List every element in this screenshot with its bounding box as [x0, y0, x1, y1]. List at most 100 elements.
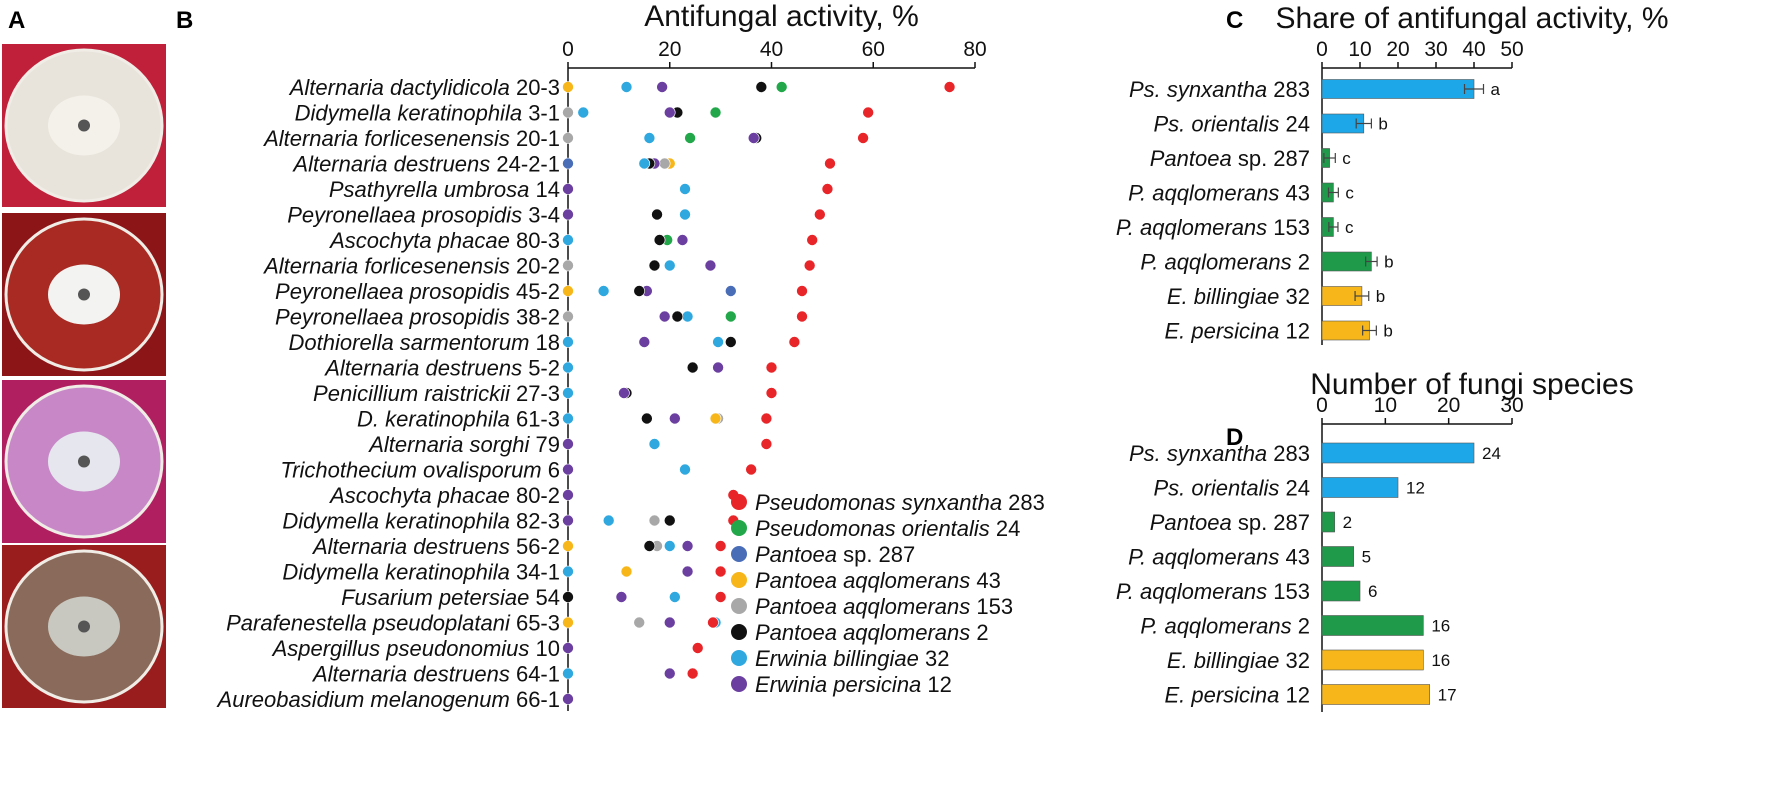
chart-b-point-19-Ep12-1 [681, 565, 694, 578]
chart-b-point-6-Pa2-3 [653, 234, 666, 246]
chart-d-category-label-4-plain: 153 [1267, 579, 1310, 604]
chart-b-category-label-19: Didymella keratinophila 34-1 [282, 560, 560, 585]
chart-b-point-8-Pa2-3 [633, 285, 646, 297]
chart-b-category-label-5-plain: 3-4 [522, 203, 560, 228]
chart-b-point-7-Pa2-3 [648, 259, 661, 272]
chart-b-category-label-4: Psathyrella umbrosa 14 [329, 177, 560, 202]
chart-b-point-19-Ps283-0 [714, 565, 727, 578]
chart-b-point-22-Ps283-0 [691, 642, 704, 654]
chart-c-bar-label-2: c [1342, 149, 1351, 168]
chart-b-point-23-Ep12-1 [663, 667, 676, 680]
chart-b-point-21-Ps283-1 [707, 616, 719, 629]
chart-b-category-label-23-plain: 64-1 [510, 662, 560, 687]
chart-b-point-9-Pa153-5 [562, 310, 574, 323]
chart-b-category-label-0-plain: 20-3 [510, 75, 560, 100]
panel-letter-d: D [1226, 424, 1243, 451]
chart-b-category-label-18: Alternaria destruens 56-2 [311, 534, 560, 559]
chart-b-tick-label-80: 80 [963, 38, 986, 61]
chart-b-category-label-24: Aureobasidium melanogenum 66-1 [216, 687, 560, 712]
chart-d-category-label-1-italic: Ps. orientalis [1153, 476, 1279, 501]
chart-b-legend-marker-Pan287 [731, 546, 747, 562]
chart-b-category-label-18-italic: Alternaria destruens [311, 534, 510, 559]
chart-d-bar-label-5: 16 [1431, 617, 1450, 636]
chart-b-point-19-Pa43-2 [620, 565, 633, 578]
chart-b-point-11-Ps283-0 [765, 361, 778, 374]
chart-b-legend-marker-Pa43 [731, 572, 747, 588]
chart-d-category-label-2: Pantoea sp. 287 [1150, 510, 1310, 535]
chart-b-point-17-Pa153-2 [648, 514, 661, 527]
chart-b-category-label-0-italic: Alternaria dactylidicola [288, 75, 510, 100]
chart-d-category-label-3-plain: 43 [1279, 545, 1310, 570]
chart-b-point-24-Ep12-0 [562, 693, 574, 705]
chart-b-point-23-Ps283-0 [686, 667, 699, 680]
chart-b-legend-label-Pa2: Pantoea aqqlomerans 2 [755, 620, 989, 645]
chart-b-tick-label-20: 20 [658, 38, 681, 61]
chart-b-category-label-23: Alternaria destruens 64-1 [311, 662, 560, 687]
chart-b-point-0-Ps24-1 [775, 81, 788, 93]
chart-b-category-label-9-plain: 38-2 [510, 305, 560, 330]
chart-b-point-21-Pa153-3 [633, 616, 646, 629]
chart-b-point-15-Ps283-0 [745, 463, 757, 476]
chart-b-point-6-Eb32-4 [562, 234, 574, 246]
chart-b-point-3-Pa153-2 [658, 157, 671, 170]
chart-b-point-13-Eb32-5 [562, 412, 574, 425]
chart-b-category-label-2-italic: Alternaria forlicesenensis [262, 126, 510, 151]
chart-c-category-label-1: Ps. orientalis 24 [1153, 112, 1310, 137]
chart-b-category-label-23-italic: Alternaria destruens [311, 662, 510, 687]
chart-d-category-label-6: E. billingiae 32 [1167, 648, 1310, 673]
chart-b-antifungal-activity: Antifungal activity, % 0 20 40 60 80 Alternari… [216, 0, 1045, 712]
chart-b-point-23-Eb32-2 [562, 667, 574, 680]
chart-d-category-label-7: E. persicina 12 [1164, 683, 1310, 708]
chart-b-legend-label-Pa43: Pantoea aqqlomerans 43 [755, 568, 1001, 593]
chart-b-category-label-8: Peyronellaea prosopidis 45-2 [275, 279, 560, 304]
chart-b-category-label-3-plain: 24-2-1 [490, 152, 560, 177]
chart-b-category-label-21: Parafenestella pseudoplatani 65-3 [226, 611, 560, 636]
chart-b-point-20-Pa2-3 [562, 591, 574, 603]
chart-d-bar-6 [1321, 649, 1424, 671]
chart-b-legend-label-Eb32-plain: 32 [919, 646, 950, 671]
chart-b-category-label-24-plain: 66-1 [510, 687, 560, 712]
chart-b-point-11-Pa2-2 [686, 361, 699, 374]
chart-b-point-8-Ps283-0 [796, 285, 808, 297]
chart-d-bar-0 [1321, 442, 1475, 464]
chart-b-legend-label-Pa153: Pantoea aqqlomerans 153 [755, 594, 1013, 619]
chart-b-point-9-Ep12-4 [658, 310, 671, 323]
chart-b-category-label-24-italic: Aureobasidium melanogenum [216, 687, 510, 712]
chart-d-bar-label-7: 17 [1438, 686, 1457, 705]
chart-b-point-3-Eb32-5 [638, 157, 651, 170]
chart-d-bar-7 [1321, 684, 1430, 705]
chart-c-bar-label-7: b [1383, 322, 1392, 341]
chart-b-legend-marker-Ps24 [731, 520, 747, 536]
chart-b-point-17-Ep12-4 [562, 514, 574, 527]
chart-d-tick-label-10: 10 [1374, 394, 1397, 417]
chart-b-legend-label-Ps283-italic: Pseudomonas synxantha [755, 490, 1002, 515]
chart-b-legend-label-Ps283-plain: 283 [1002, 490, 1045, 515]
chart-b-legend-label-Ps24-italic: Pseudomonas orientalis [755, 516, 990, 541]
chart-b-legend-label-Pa2-plain: 2 [970, 620, 988, 645]
chart-d-category-label-6-plain: 32 [1279, 648, 1310, 673]
chart-c-bar-label-4: c [1345, 218, 1354, 237]
chart-b-point-13-Ps283-0 [760, 412, 773, 425]
chart-b-category-label-11: Alternaria destruens 5-2 [323, 356, 560, 381]
chart-b-point-4-Ps283-0 [821, 183, 834, 195]
chart-b-point-3-Pan287-6 [562, 157, 574, 170]
chart-b-point-17-Eb32-3 [602, 514, 615, 527]
chart-b-point-7-Eb32-2 [663, 259, 676, 272]
chart-b-point-18-Ps283-0 [714, 540, 727, 552]
chart-b-point-18-Pa2-4 [643, 540, 656, 552]
chart-b-legend-label-Pa153-italic: Pantoea aqqlomerans [755, 594, 970, 619]
chart-b-category-label-21-italic: Parafenestella pseudoplatani [226, 611, 511, 636]
chart-b-point-9-Ps283-0 [796, 310, 808, 323]
chart-b-legend-marker-Pa153 [731, 598, 747, 614]
chart-d-bar-label-6: 16 [1431, 651, 1450, 670]
chart-b-category-label-10: Dothiorella sarmentorum 18 [289, 330, 560, 355]
chart-c-category-label-5-plain: 2 [1292, 250, 1310, 275]
petri-dish-photo-2-center [78, 288, 90, 301]
chart-b-category-label-18-plain: 56-2 [510, 534, 560, 559]
chart-b-category-label-9: Peyronellaea prosopidis 38-2 [275, 305, 560, 330]
panel-letter-a: A [8, 7, 25, 34]
chart-d-bar-label-0: 24 [1482, 444, 1501, 463]
chart-c-category-label-4-italic: P. aqqlomerans [1116, 215, 1267, 240]
chart-b-point-4-Eb32-1 [679, 183, 691, 195]
